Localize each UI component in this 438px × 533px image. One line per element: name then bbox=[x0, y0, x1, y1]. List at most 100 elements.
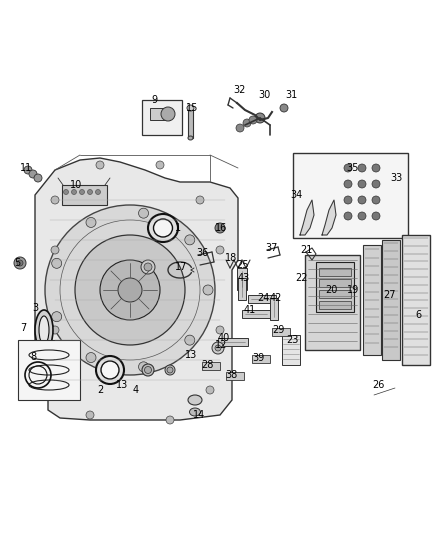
Ellipse shape bbox=[39, 316, 49, 344]
Text: 37: 37 bbox=[265, 243, 277, 253]
Text: 11: 11 bbox=[20, 163, 32, 173]
Circle shape bbox=[51, 246, 59, 254]
Circle shape bbox=[64, 190, 68, 195]
Circle shape bbox=[34, 174, 42, 182]
Text: 21: 21 bbox=[300, 245, 312, 255]
Circle shape bbox=[138, 362, 148, 372]
Text: 28: 28 bbox=[201, 360, 213, 370]
Circle shape bbox=[86, 352, 96, 362]
Circle shape bbox=[372, 212, 380, 220]
Ellipse shape bbox=[148, 214, 178, 242]
Bar bbox=[319, 268, 351, 276]
Text: 18: 18 bbox=[225, 253, 237, 263]
Text: 36: 36 bbox=[196, 248, 208, 258]
Circle shape bbox=[216, 326, 224, 334]
Text: 39: 39 bbox=[252, 353, 264, 363]
Text: 25: 25 bbox=[236, 260, 248, 270]
Bar bbox=[218, 338, 248, 346]
Circle shape bbox=[52, 259, 62, 268]
Text: 12: 12 bbox=[215, 340, 227, 350]
Circle shape bbox=[216, 246, 224, 254]
Bar bbox=[142, 100, 182, 135]
Circle shape bbox=[372, 180, 380, 188]
Text: 26: 26 bbox=[372, 380, 385, 390]
Circle shape bbox=[344, 212, 352, 220]
Circle shape bbox=[249, 116, 257, 124]
Bar bbox=[248, 295, 276, 303]
Text: 17: 17 bbox=[175, 262, 187, 272]
Polygon shape bbox=[300, 200, 314, 235]
Circle shape bbox=[185, 335, 195, 345]
Text: 20: 20 bbox=[325, 285, 337, 295]
Circle shape bbox=[161, 107, 175, 121]
Text: 7: 7 bbox=[20, 323, 26, 333]
Bar bbox=[202, 362, 220, 370]
Circle shape bbox=[372, 196, 380, 204]
Text: 40: 40 bbox=[218, 333, 230, 343]
Circle shape bbox=[358, 196, 366, 204]
Circle shape bbox=[156, 161, 164, 169]
Bar bbox=[270, 298, 278, 320]
Text: 13: 13 bbox=[116, 380, 128, 390]
Text: 33: 33 bbox=[390, 173, 402, 183]
Circle shape bbox=[80, 190, 85, 195]
Circle shape bbox=[88, 190, 92, 195]
Circle shape bbox=[51, 326, 59, 334]
Text: 32: 32 bbox=[233, 85, 245, 95]
Ellipse shape bbox=[167, 367, 173, 373]
Text: 16: 16 bbox=[215, 223, 227, 233]
Text: 15: 15 bbox=[186, 103, 198, 113]
Circle shape bbox=[144, 263, 152, 271]
Text: 31: 31 bbox=[285, 90, 297, 100]
Circle shape bbox=[52, 312, 62, 322]
Bar bbox=[363, 245, 381, 355]
Circle shape bbox=[243, 119, 251, 127]
Ellipse shape bbox=[165, 365, 175, 375]
Circle shape bbox=[71, 190, 77, 195]
Bar bbox=[272, 328, 290, 336]
Ellipse shape bbox=[187, 105, 194, 111]
Circle shape bbox=[344, 180, 352, 188]
Circle shape bbox=[17, 260, 23, 266]
Circle shape bbox=[215, 223, 225, 233]
Text: 10: 10 bbox=[70, 180, 82, 190]
Text: 29: 29 bbox=[272, 325, 284, 335]
Bar bbox=[150, 108, 170, 120]
Text: 8: 8 bbox=[30, 352, 36, 362]
Bar bbox=[319, 279, 351, 287]
Bar bbox=[238, 278, 246, 300]
Text: 13: 13 bbox=[185, 350, 197, 360]
Circle shape bbox=[203, 285, 213, 295]
Circle shape bbox=[255, 113, 265, 123]
Bar bbox=[293, 153, 408, 238]
Ellipse shape bbox=[188, 395, 202, 405]
Polygon shape bbox=[322, 200, 336, 235]
Circle shape bbox=[75, 235, 185, 345]
Circle shape bbox=[280, 104, 288, 112]
Text: 24: 24 bbox=[257, 293, 269, 303]
Circle shape bbox=[29, 170, 37, 178]
Ellipse shape bbox=[190, 408, 201, 416]
Text: 42: 42 bbox=[270, 293, 283, 303]
Bar bbox=[402, 235, 430, 365]
Circle shape bbox=[24, 166, 32, 174]
Circle shape bbox=[206, 386, 214, 394]
Circle shape bbox=[344, 196, 352, 204]
Ellipse shape bbox=[145, 367, 152, 374]
Bar bbox=[282, 335, 300, 365]
Text: 23: 23 bbox=[286, 335, 298, 345]
Circle shape bbox=[86, 411, 94, 419]
Bar bbox=[382, 240, 400, 360]
Circle shape bbox=[14, 257, 26, 269]
Polygon shape bbox=[35, 158, 238, 420]
Bar bbox=[237, 268, 247, 290]
Circle shape bbox=[372, 164, 380, 172]
Circle shape bbox=[212, 342, 224, 354]
Circle shape bbox=[166, 416, 174, 424]
Text: 9: 9 bbox=[151, 95, 157, 105]
Circle shape bbox=[118, 278, 142, 302]
Bar bbox=[319, 301, 351, 309]
Circle shape bbox=[236, 124, 244, 132]
Text: 34: 34 bbox=[290, 190, 302, 200]
Text: 41: 41 bbox=[244, 305, 256, 315]
